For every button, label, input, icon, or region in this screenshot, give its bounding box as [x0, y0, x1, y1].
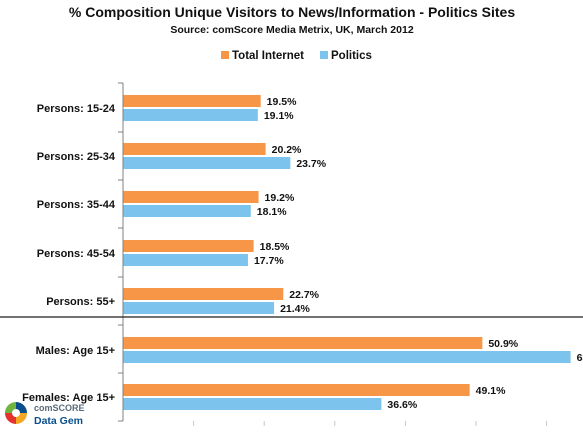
bar-politics-6: [123, 398, 382, 410]
category-label-2: Persons: 35-44: [37, 199, 116, 211]
bar-total-internet-3: [123, 240, 254, 252]
data-label-total-internet-2: 19.2%: [265, 192, 295, 204]
logo-brand: comSCORE: [34, 403, 85, 413]
bar-politics-1: [123, 157, 291, 169]
data-label-total-internet-5: 50.9%: [488, 338, 518, 350]
legend-swatch-politics: [320, 51, 328, 59]
bar-politics-3: [123, 254, 248, 266]
data-label-politics-3: 17.7%: [254, 255, 284, 267]
labels-layer: 19.5% 19.1% Persons: 15-24 20.2% 23.7% Person…: [22, 96, 583, 411]
data-label-politics-0: 19.1%: [264, 110, 294, 122]
comscore-logo: comSCORE Data Gem: [5, 402, 85, 427]
data-label-total-internet-0: 19.5%: [267, 96, 297, 108]
data-label-politics-2: 18.1%: [257, 206, 287, 218]
data-label-politics-1: 23.7%: [296, 158, 326, 170]
category-label-5: Males: Age 15+: [36, 345, 115, 357]
chart-subtitle: Source: comScore Media Metrix, UK, March…: [170, 24, 413, 36]
bars-layer: [123, 95, 571, 410]
bar-total-internet-0: [123, 95, 261, 107]
legend-label-politics: Politics: [331, 50, 372, 62]
data-label-total-internet-6: 49.1%: [476, 385, 506, 397]
axis-layer: [0, 82, 583, 426]
bar-politics-2: [123, 205, 251, 217]
data-label-politics-4: 21.4%: [280, 303, 310, 315]
logo-product: Data Gem: [34, 415, 83, 427]
data-label-total-internet-4: 22.7%: [289, 289, 319, 301]
category-label-3: Persons: 45-54: [37, 248, 116, 260]
category-label-0: Persons: 15-24: [37, 103, 116, 115]
legend: Total Internet Politics: [221, 50, 372, 62]
bar-total-internet-4: [123, 288, 284, 300]
data-label-politics-6: 36.6%: [387, 399, 417, 411]
bar-total-internet-6: [123, 384, 470, 396]
bar-total-internet-2: [123, 191, 259, 203]
legend-label-total-internet: Total Internet: [232, 50, 304, 62]
category-label-6: Females: Age 15+: [22, 392, 115, 404]
data-label-total-internet-1: 20.2%: [272, 144, 302, 156]
bar-total-internet-1: [123, 143, 266, 155]
bar-politics-5: [123, 351, 571, 363]
category-label-4: Persons: 55+: [46, 296, 115, 308]
category-label-1: Persons: 25-34: [37, 151, 116, 163]
chart-title: % Composition Unique Visitors to News/In…: [69, 4, 515, 20]
data-label-politics-5: 63.4%: [577, 352, 583, 364]
bar-politics-0: [123, 109, 258, 121]
comscore-swirl-icon: [5, 402, 27, 424]
data-label-total-internet-3: 18.5%: [260, 241, 290, 253]
bar-total-internet-5: [123, 337, 483, 349]
bar-politics-4: [123, 302, 275, 314]
legend-swatch-total-internet: [221, 51, 229, 59]
